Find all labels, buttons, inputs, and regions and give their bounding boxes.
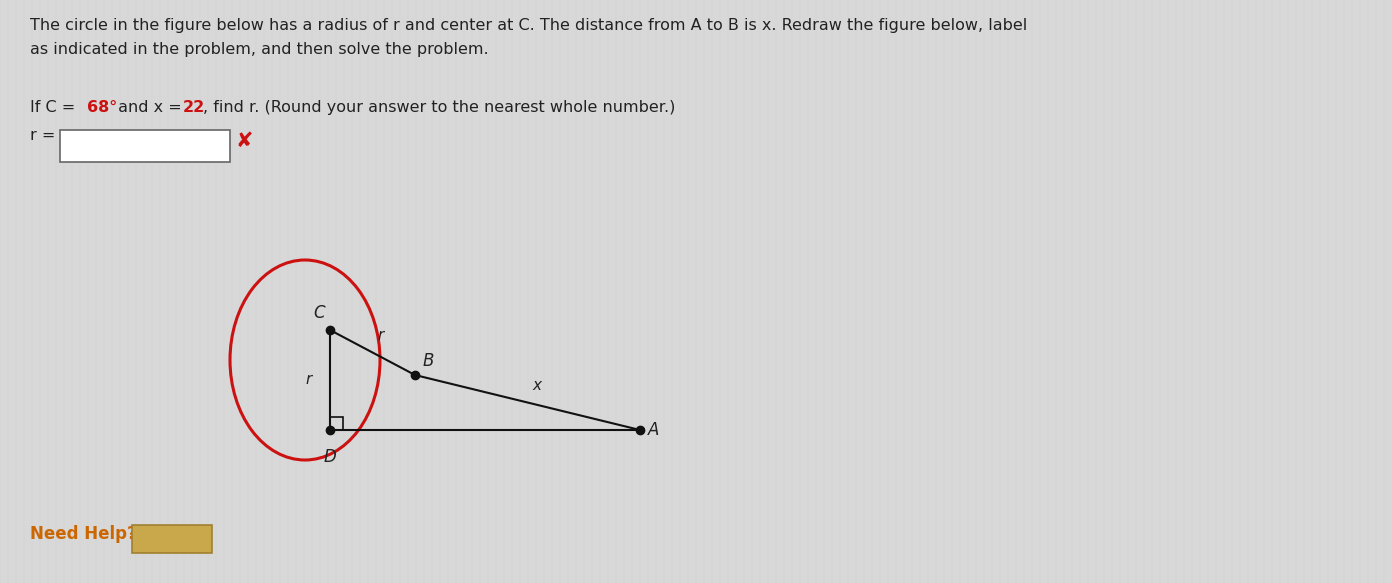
- Text: The circle in the figure below has a radius of r and center at C. The distance f: The circle in the figure below has a rad…: [31, 18, 1027, 33]
- Text: 22: 22: [182, 100, 205, 115]
- Text: Read It: Read It: [146, 530, 198, 545]
- Text: Need Help?: Need Help?: [31, 525, 136, 543]
- Bar: [132, 525, 212, 553]
- Text: as indicated in the problem, and then solve the problem.: as indicated in the problem, and then so…: [31, 42, 489, 57]
- Text: If C =: If C =: [31, 100, 81, 115]
- Text: C: C: [313, 304, 324, 322]
- Text: x: x: [533, 378, 541, 392]
- Text: A: A: [649, 421, 660, 439]
- Text: B: B: [423, 352, 434, 370]
- Text: and x =: and x =: [113, 100, 187, 115]
- Text: 68°: 68°: [86, 100, 117, 115]
- Text: D: D: [323, 448, 337, 466]
- Text: r: r: [306, 373, 312, 388]
- Bar: [60, 130, 230, 162]
- Text: r =: r =: [31, 128, 60, 143]
- Bar: [330, 417, 342, 430]
- Text: , find r. (Round your answer to the nearest whole number.): , find r. (Round your answer to the near…: [203, 100, 675, 115]
- Text: ✘: ✘: [235, 131, 252, 151]
- Text: r: r: [377, 328, 384, 342]
